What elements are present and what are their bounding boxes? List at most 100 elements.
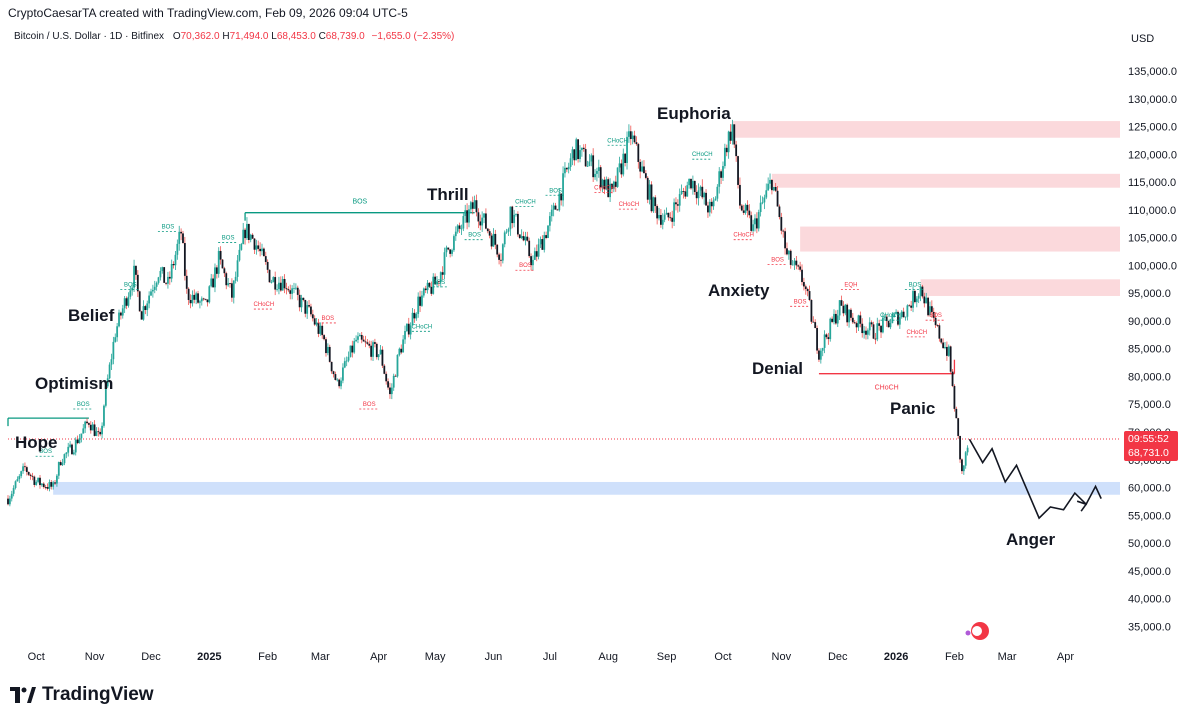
candle-body-2025-05-15 — [460, 228, 463, 230]
candle-body-2024-11-09 — [108, 364, 111, 379]
candle-body-2025-04-23 — [419, 296, 421, 306]
candle-body-2026-01-23 — [936, 325, 939, 326]
candle-body-2024-10-01 — [35, 481, 38, 485]
candle-body-2024-10-28 — [86, 421, 88, 424]
candle-body-2025-02-15 — [293, 288, 295, 289]
price-tag-box — [1124, 431, 1178, 462]
candle-body-2025-06-15 — [518, 234, 521, 239]
candle-body-2025-09-23 — [707, 205, 709, 213]
candle-body-2025-08-30 — [661, 219, 664, 225]
candle-body-2025-07-21 — [586, 166, 589, 167]
x-tick-8: Jun — [485, 651, 503, 663]
candle-body-2025-02-12 — [287, 289, 290, 291]
candle-body-2025-06-22 — [532, 259, 534, 266]
candle-body-2025-10-20 — [757, 212, 760, 229]
price-tag-countdown: 09:55:52 — [1128, 433, 1169, 445]
candle-body-2025-05-07 — [445, 247, 448, 253]
y-tick-0: 35,000.0 — [1128, 621, 1171, 633]
candle-body-2025-01-09 — [223, 268, 226, 274]
candle-body-2024-12-19 — [183, 243, 186, 276]
candle-body-2024-12-10 — [167, 276, 169, 284]
candle-body-2025-06-27 — [541, 239, 544, 250]
event-flag-layer — [965, 622, 989, 640]
candle-body-2026-01-26 — [942, 342, 945, 349]
tradingview-logo-icon — [10, 687, 36, 703]
smc-label-17: CHoCH — [692, 152, 713, 158]
smc-label-1: BOS — [77, 402, 90, 408]
candle-body-2025-09-10 — [682, 190, 685, 192]
candle-body-2025-08-27 — [656, 206, 659, 219]
candle-body-2025-04-06 — [387, 381, 389, 388]
candle-body-2024-11-01 — [93, 424, 96, 436]
candle-body-2025-05-27 — [483, 213, 485, 218]
price-tag-layer: 09:55:52 68,731.0 — [1124, 431, 1178, 462]
candle-body-2026-01-02 — [897, 311, 899, 325]
candle-body-2025-10-10 — [739, 184, 741, 206]
x-tick-2: Dec — [141, 651, 161, 663]
supply-zone-1 — [771, 173, 1120, 188]
x-tick-3: 2025 — [197, 651, 221, 663]
currency-label[interactable]: USD — [1131, 33, 1155, 45]
candle-body-2025-06-19 — [526, 236, 529, 241]
candle-body-2026-01-31 — [951, 371, 954, 387]
candle-body-2025-03-08 — [332, 371, 335, 375]
candle-body-2025-05-22 — [473, 200, 476, 209]
candle-body-2025-03-12 — [340, 380, 342, 387]
candle-body-2025-06-28 — [543, 235, 546, 250]
candle-body-2025-10-08 — [735, 144, 738, 157]
candle-body-2025-03-22 — [358, 334, 361, 337]
candle-body-2025-12-16 — [865, 330, 867, 335]
open-label: O — [172, 31, 181, 42]
candle-body-2024-11-06 — [103, 405, 105, 426]
phase-label-belief: Belief — [68, 306, 115, 325]
candle-body-2025-12-20 — [872, 324, 875, 339]
smc-label-6: BOS — [322, 316, 335, 322]
candle-body-2024-11-15 — [119, 312, 122, 316]
candle-body-2024-11-20 — [129, 290, 132, 297]
candle-body-2025-01-04 — [214, 267, 216, 288]
candle-body-2024-09-17 — [8, 498, 11, 505]
candle-body-2025-12-25 — [882, 317, 884, 333]
candle-body-2024-11-23 — [135, 265, 137, 275]
tradingview-footer[interactable]: TradingView — [10, 684, 154, 706]
candles-layer — [7, 119, 969, 507]
candle-body-2025-06-12 — [513, 214, 516, 224]
zones-layer — [53, 121, 1121, 495]
candle-body-2026-01-27 — [944, 346, 946, 349]
candle-body-2025-05-30 — [488, 231, 491, 236]
candle-body-2024-10-29 — [88, 423, 90, 425]
candle-body-2024-12-03 — [153, 286, 156, 290]
candle-body-2025-03-13 — [342, 367, 344, 381]
candle-body-2025-07-11 — [567, 166, 570, 170]
y-tick-12: 95,000.0 — [1128, 288, 1171, 300]
candle-body-2025-02-11 — [285, 288, 288, 290]
candle-body-2025-10-30 — [776, 190, 779, 207]
candle-body-2024-12-12 — [170, 263, 173, 279]
candle-body-2025-06-23 — [533, 251, 536, 260]
levels-layer: BOS CHoCH — [7, 199, 1120, 440]
candle-body-2026-01-01 — [895, 311, 897, 314]
candle-body-2025-07-10 — [565, 167, 568, 170]
candle-body-2024-12-06 — [159, 270, 162, 278]
candle-body-2024-10-30 — [89, 424, 92, 431]
candle-body-2025-11-05 — [787, 250, 790, 255]
candle-body-2025-09-02 — [667, 212, 670, 218]
candle-body-2025-08-12 — [628, 131, 630, 137]
candle-body-2025-02-08 — [279, 282, 282, 291]
candle-body-2025-09-05 — [673, 202, 675, 222]
candle-body-2025-11-14 — [804, 286, 807, 290]
candle-body-2026-02-03 — [957, 418, 960, 436]
candle-body-2025-01-01 — [208, 286, 211, 303]
candle-body-2026-01-28 — [945, 346, 948, 356]
candle-body-2025-02-22 — [306, 305, 309, 314]
candle-body-2025-01-28 — [259, 248, 262, 252]
candle-body-2024-11-25 — [138, 291, 141, 312]
x-tick-0: Oct — [28, 651, 45, 663]
candle-body-2025-11-09 — [795, 260, 798, 266]
candle-body-2025-11-24 — [823, 334, 826, 348]
candle-body-2025-11-19 — [814, 322, 817, 329]
candle-body-2024-12-07 — [161, 267, 164, 271]
candle-body-2025-12-11 — [855, 323, 858, 328]
candle-body-2025-06-03 — [496, 244, 499, 255]
